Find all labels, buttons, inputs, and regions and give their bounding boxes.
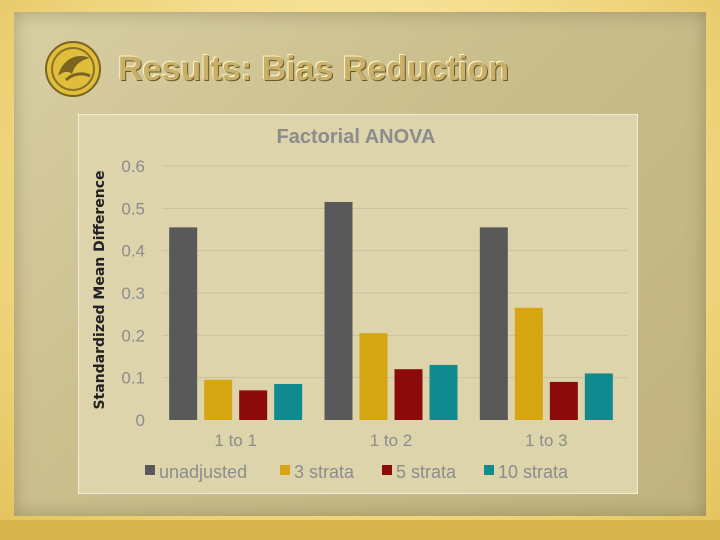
y-tick-label: 0.2 <box>121 326 145 345</box>
bar-unadjusted-1 <box>169 227 198 420</box>
bar-unadjusted-2 <box>324 201 353 420</box>
y-tick-label: 0.5 <box>121 199 145 218</box>
bar-10-strata-1 <box>274 384 303 420</box>
bar-3-strata-3 <box>514 307 543 420</box>
legend-swatch <box>145 465 155 475</box>
bar-5-strata-3 <box>549 381 578 420</box>
bar-unadjusted-3 <box>479 227 508 420</box>
gridlines <box>162 165 628 379</box>
bar-3-strata-1 <box>204 379 233 420</box>
y-tick-label: 0 <box>136 411 145 430</box>
y-axis-ticks: 0 0.1 0.2 0.3 0.4 0.5 0.6 <box>121 157 145 430</box>
y-tick-label: 0.4 <box>121 242 145 261</box>
bar-3-strata-2 <box>359 333 388 420</box>
bars <box>169 201 613 420</box>
legend-label: unadjusted <box>159 462 247 482</box>
legend-label: 3 strata <box>294 462 355 482</box>
legend-label: 5 strata <box>396 462 457 482</box>
y-tick-label: 0.3 <box>121 284 145 303</box>
legend-label: 10 strata <box>498 462 569 482</box>
slide-title: Results: Bias Reduction <box>118 50 510 88</box>
x-tick-label: 1 to 3 <box>525 431 568 450</box>
pegasus-logo-icon <box>45 41 101 97</box>
legend: unadjusted 3 strata 5 strata 10 strata <box>145 462 569 482</box>
legend-swatch <box>382 465 392 475</box>
x-tick-label: 1 to 2 <box>370 431 413 450</box>
bar-5-strata-1 <box>239 390 268 420</box>
y-tick-label: 0.6 <box>121 157 145 176</box>
legend-swatch <box>280 465 290 475</box>
bar-5-strata-2 <box>394 369 423 420</box>
bar-10-strata-2 <box>429 364 458 420</box>
slide-bottom-border <box>0 520 720 540</box>
y-tick-label: 0.1 <box>121 369 145 388</box>
legend-swatch <box>484 465 494 475</box>
x-axis-ticks: 1 to 1 1 to 2 1 to 3 <box>214 431 567 450</box>
x-tick-label: 1 to 1 <box>214 431 257 450</box>
bar-10-strata-3 <box>584 373 613 420</box>
chart-title: Factorial ANOVA <box>277 126 436 148</box>
